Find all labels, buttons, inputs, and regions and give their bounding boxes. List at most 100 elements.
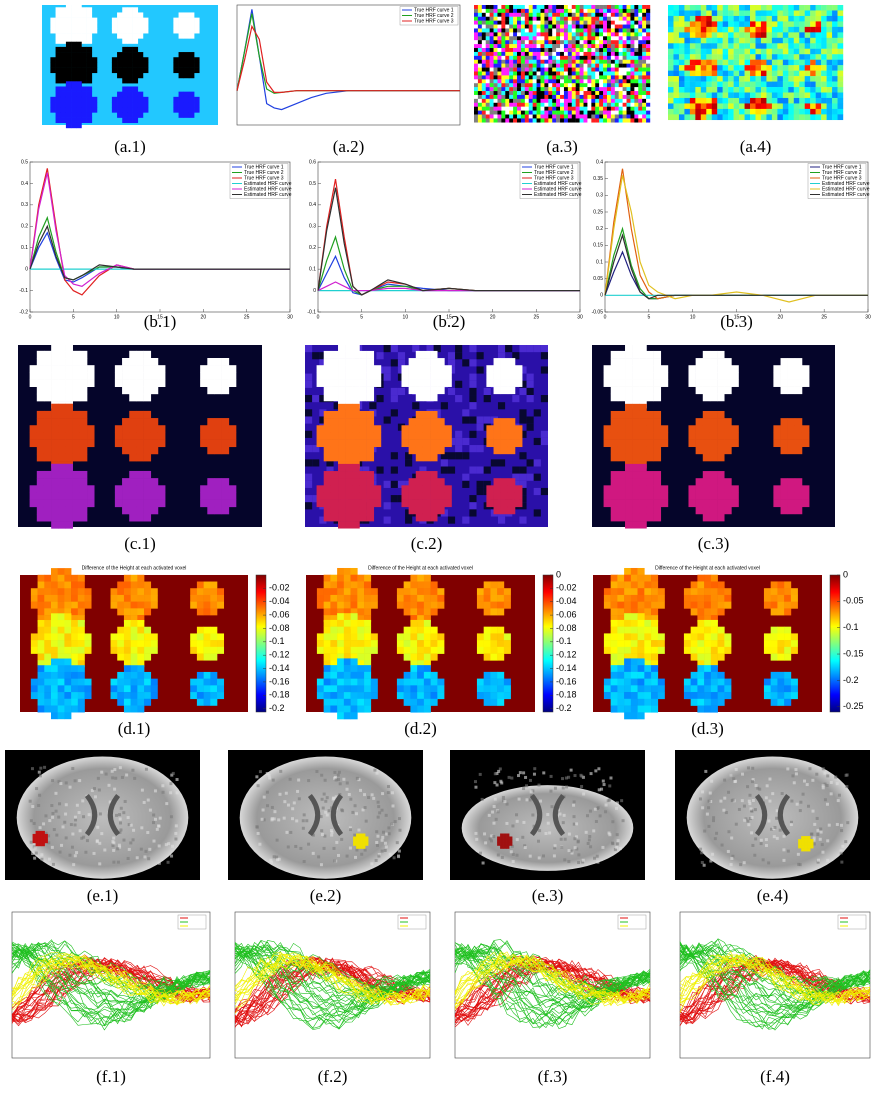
noise-voxel bbox=[611, 99, 615, 103]
noise-voxel bbox=[599, 44, 603, 48]
noise-voxel bbox=[544, 28, 548, 32]
heat-voxel bbox=[810, 82, 816, 88]
noise-voxel bbox=[505, 345, 512, 352]
voxel bbox=[81, 28, 86, 33]
voxel bbox=[124, 588, 131, 595]
noise-voxel bbox=[603, 64, 607, 68]
noise-voxel bbox=[576, 40, 580, 44]
voxel bbox=[200, 425, 207, 432]
noise-voxel bbox=[552, 17, 556, 21]
voxel bbox=[158, 440, 165, 447]
voxel bbox=[477, 679, 484, 686]
noise-voxel bbox=[580, 52, 584, 56]
heat-voxel bbox=[838, 60, 844, 66]
voxel bbox=[30, 492, 37, 499]
heat-voxel bbox=[810, 76, 816, 82]
voxel bbox=[222, 447, 229, 454]
noise-voxel bbox=[548, 64, 552, 68]
noise-voxel bbox=[486, 56, 490, 60]
voxel bbox=[604, 640, 611, 647]
noise-voxel bbox=[474, 64, 478, 68]
voxel bbox=[143, 62, 148, 67]
noise-voxel bbox=[482, 60, 486, 64]
voxel bbox=[409, 418, 416, 425]
noise-voxel bbox=[615, 44, 619, 48]
voxel bbox=[337, 633, 344, 640]
voxel bbox=[423, 514, 430, 521]
noise-voxel bbox=[525, 17, 529, 21]
voxel bbox=[644, 640, 651, 647]
voxel bbox=[631, 588, 638, 595]
noise-voxel bbox=[498, 402, 505, 409]
voxel bbox=[497, 608, 504, 615]
voxel bbox=[437, 679, 444, 686]
voxel bbox=[129, 394, 136, 401]
noise-voxel bbox=[482, 13, 486, 17]
voxel bbox=[515, 432, 522, 439]
heat-voxel bbox=[783, 65, 789, 71]
voxel bbox=[717, 471, 724, 478]
heat-voxel bbox=[673, 76, 679, 82]
heat-voxel bbox=[668, 114, 674, 120]
voxel bbox=[143, 23, 148, 28]
noise-voxel bbox=[552, 91, 556, 95]
voxel bbox=[654, 372, 661, 379]
voxel bbox=[338, 358, 345, 365]
voxel bbox=[38, 679, 45, 686]
heat-voxel bbox=[766, 21, 772, 27]
voxel bbox=[30, 372, 37, 379]
heat-voxel bbox=[723, 114, 729, 120]
voxel bbox=[217, 602, 224, 609]
voxel bbox=[87, 73, 92, 78]
voxel bbox=[697, 672, 704, 679]
voxel bbox=[73, 380, 80, 387]
noise-voxel bbox=[513, 107, 517, 111]
heat-voxel bbox=[668, 82, 674, 88]
noise-voxel bbox=[497, 107, 501, 111]
heat-voxel bbox=[832, 87, 838, 93]
noise-voxel bbox=[513, 111, 517, 115]
heat-voxel bbox=[684, 5, 690, 11]
heat-voxel bbox=[816, 93, 822, 99]
voxel bbox=[345, 411, 352, 418]
caption: (a.3) bbox=[546, 137, 578, 156]
voxel bbox=[781, 432, 788, 439]
heat-voxel bbox=[690, 43, 696, 49]
voxel bbox=[639, 418, 646, 425]
heat-voxel bbox=[766, 103, 772, 109]
noise-voxel bbox=[517, 91, 521, 95]
voxel bbox=[345, 485, 352, 492]
voxel bbox=[802, 500, 809, 507]
voxel bbox=[651, 699, 658, 706]
voxel bbox=[437, 647, 444, 654]
voxel bbox=[345, 387, 352, 394]
noise-voxel bbox=[509, 71, 513, 75]
voxel bbox=[61, 118, 66, 123]
noise-voxel bbox=[611, 44, 615, 48]
noise-voxel bbox=[560, 118, 564, 122]
noise-voxel bbox=[627, 48, 631, 52]
voxel bbox=[71, 62, 76, 67]
heat-voxel bbox=[827, 38, 833, 44]
heat-voxel bbox=[783, 93, 789, 99]
voxel bbox=[703, 485, 710, 492]
voxel bbox=[210, 595, 217, 602]
voxel bbox=[497, 633, 504, 640]
voxel bbox=[639, 485, 646, 492]
noise-voxel bbox=[615, 25, 619, 29]
voxel bbox=[497, 647, 504, 654]
noise-voxel bbox=[642, 25, 646, 29]
noise-voxel bbox=[646, 56, 650, 60]
noise-voxel bbox=[599, 107, 603, 111]
voxel bbox=[138, 23, 143, 28]
voxel bbox=[410, 699, 417, 706]
voxel bbox=[122, 380, 129, 387]
voxel bbox=[122, 57, 127, 62]
noise-voxel bbox=[305, 416, 312, 423]
voxel bbox=[222, 478, 229, 485]
voxel bbox=[351, 699, 358, 706]
voxel bbox=[200, 372, 207, 379]
voxel bbox=[781, 500, 788, 507]
voxel bbox=[410, 665, 417, 672]
voxel bbox=[222, 418, 229, 425]
